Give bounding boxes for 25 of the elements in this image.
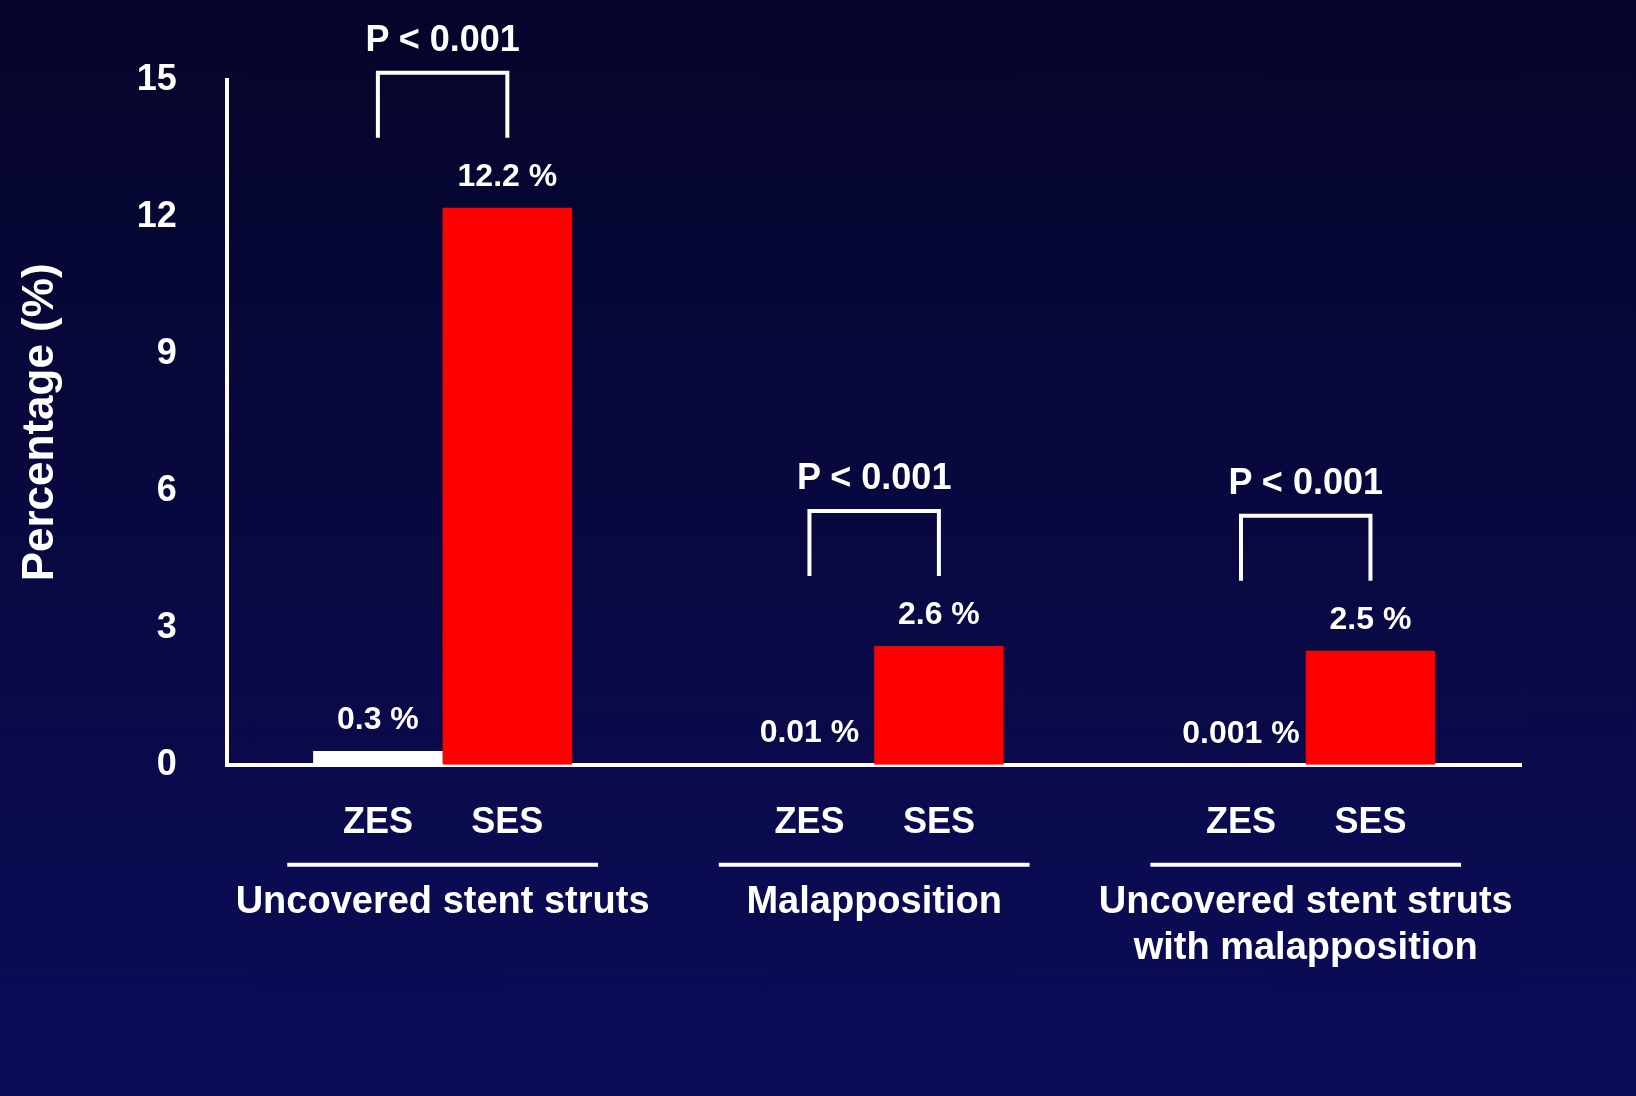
data-label: 0.001 % bbox=[1182, 713, 1300, 750]
annotation: P < 0.001 bbox=[796, 456, 952, 498]
annotation: P < 0.001 bbox=[1228, 460, 1383, 502]
x-tick-label: Uncovered stent struts bbox=[235, 879, 650, 922]
data-label: 0.3 % bbox=[336, 700, 419, 737]
y-axis-title: Percentage (%) bbox=[12, 263, 62, 582]
data-label: 2.5 % bbox=[1329, 599, 1412, 636]
text: ZES bbox=[774, 799, 845, 841]
data-label: 0.01 % bbox=[759, 713, 860, 750]
x-tick-label: Malapposition bbox=[746, 879, 1002, 922]
y-tick-label: 9 bbox=[156, 330, 177, 372]
text: SES bbox=[1334, 799, 1407, 841]
x-tick-label: Uncovered stent struts with malapposition bbox=[1098, 879, 1513, 967]
text: SES bbox=[902, 799, 975, 841]
series-label: SES bbox=[471, 799, 544, 841]
y-tick-label: 12 bbox=[136, 193, 177, 235]
y-tick-label: 3 bbox=[156, 604, 177, 646]
series-label: ZES bbox=[342, 799, 413, 841]
y-tick-label: 15 bbox=[136, 56, 177, 98]
text: P < 0.001 bbox=[365, 17, 520, 59]
data-label: 12.2 % bbox=[457, 156, 558, 193]
y-tick-label: 6 bbox=[156, 467, 177, 509]
text: ZES bbox=[1205, 799, 1276, 841]
y-tick-label: 0 bbox=[156, 741, 177, 783]
data-label: 2.6 % bbox=[897, 595, 980, 632]
